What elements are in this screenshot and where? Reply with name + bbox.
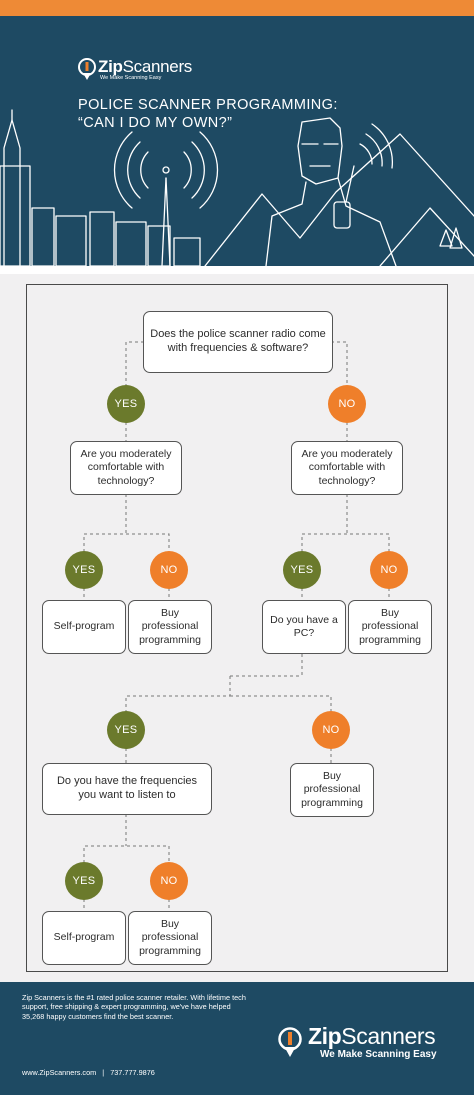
- footer-contact: www.ZipScanners.com | 737.777.9876: [22, 1068, 155, 1077]
- logo-mark-icon: [278, 1027, 302, 1057]
- city-skyline-illustration: [0, 109, 201, 266]
- question-have-a-pc: Do you have a PC?: [262, 600, 346, 654]
- footer-website-link[interactable]: www.ZipScanners.com: [22, 1068, 97, 1077]
- question-comfortable-with-technology-no-branch: Are you moderately comfortable with tech…: [291, 441, 403, 495]
- result-buy-professional-programming: Buy professional programming: [128, 600, 212, 654]
- footer-phone[interactable]: 737.777.9876: [110, 1068, 155, 1077]
- yes-circle: YES: [65, 862, 103, 900]
- logo-wordmark: ZipScanners: [98, 57, 193, 76]
- result-buy-professional-programming: Buy professional programming: [348, 600, 432, 654]
- question-radio-comes-with-frequencies: Does the police scanner radio come with …: [143, 311, 333, 373]
- question-have-frequencies: Do you have the frequencies you want to …: [42, 763, 212, 815]
- yes-circle: YES: [283, 551, 321, 589]
- officer-with-radio-illustration: [265, 117, 397, 266]
- result-self-program: Self-program: [42, 911, 126, 965]
- logo-tagline: We Make Scanning Easy: [320, 1049, 437, 1060]
- flowchart-frame: [26, 284, 448, 972]
- separator: [0, 266, 474, 274]
- header-banner: ZipScanners We Make Scanning Easy POLICE…: [0, 16, 474, 266]
- logo-wordmark: ZipScanners: [308, 1023, 436, 1049]
- no-circle: NO: [150, 862, 188, 900]
- footer-blurb: Zip Scanners is the #1 rated police scan…: [22, 993, 246, 1021]
- yes-circle: YES: [107, 711, 145, 749]
- no-circle: NO: [312, 711, 350, 749]
- no-circle: NO: [370, 551, 408, 589]
- no-circle: NO: [150, 551, 188, 589]
- result-buy-professional-programming: Buy professional programming: [128, 911, 212, 965]
- logo-tagline: We Make Scanning Easy: [100, 75, 162, 81]
- top-accent-strip: [0, 0, 474, 16]
- yes-circle: YES: [65, 551, 103, 589]
- logo-mark-icon: [78, 58, 96, 80]
- footer-divider: |: [102, 1068, 105, 1077]
- result-self-program: Self-program: [42, 600, 126, 654]
- footer: [0, 982, 474, 1095]
- no-circle: NO: [328, 385, 366, 423]
- question-comfortable-with-technology-yes-branch: Are you moderately comfortable with tech…: [70, 441, 182, 495]
- radio-tower-icon: [113, 131, 219, 266]
- result-buy-professional-programming: Buy professional programming: [290, 763, 374, 817]
- yes-circle: YES: [107, 385, 145, 423]
- header-illustration: [0, 109, 474, 266]
- page-title-line2: “CAN I DO MY OWN?”: [78, 115, 233, 131]
- page-title-line1: POLICE SCANNER PROGRAMMING:: [78, 97, 338, 113]
